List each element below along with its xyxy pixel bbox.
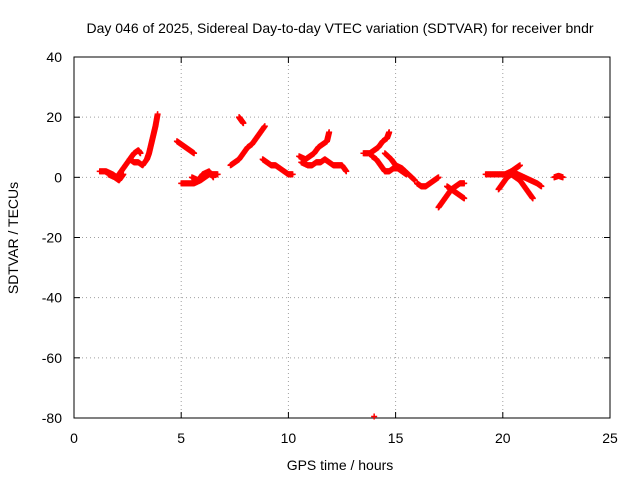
chart-title: Day 046 of 2025, Sidereal Day-to-day VTE…	[86, 20, 593, 36]
y-axis-label: SDTVAR / TECUs	[5, 182, 21, 294]
data-point	[529, 195, 536, 202]
data-point	[461, 180, 468, 187]
data-point	[435, 174, 442, 181]
x-tick-label: 25	[602, 430, 618, 446]
axis-ticks	[73, 56, 611, 419]
y-tick-label: -80	[42, 410, 62, 426]
data-point	[461, 195, 468, 202]
data-point	[386, 129, 393, 136]
y-tick-labels: -80 -60 -40 -20 0 20 40	[42, 49, 62, 426]
data-point	[210, 174, 217, 181]
data-point	[154, 111, 161, 118]
data-point	[261, 123, 268, 130]
data-point	[289, 171, 296, 178]
x-tick-label: 0	[70, 430, 78, 446]
x-tick-label: 20	[495, 430, 511, 446]
data-point	[120, 171, 127, 178]
data-point	[191, 150, 198, 157]
data-points	[96, 111, 566, 420]
data-point	[326, 129, 333, 136]
data-point	[516, 162, 523, 169]
data-point	[137, 150, 144, 157]
grid-lines	[74, 57, 610, 418]
data-point	[214, 171, 221, 178]
data-point	[411, 177, 418, 184]
y-tick-label: 0	[54, 169, 62, 185]
y-tick-label: -40	[42, 290, 62, 306]
x-tick-label: 5	[177, 430, 185, 446]
x-tick-labels: 0 5 10 15 20 25	[70, 430, 618, 446]
y-tick-label: 20	[46, 109, 62, 125]
y-tick-label: -60	[42, 350, 62, 366]
data-point	[559, 174, 566, 181]
data-point	[538, 183, 545, 190]
y-tick-label: 40	[46, 49, 62, 65]
x-axis-label: GPS time / hours	[287, 457, 394, 473]
x-tick-label: 15	[388, 430, 404, 446]
y-tick-label: -20	[42, 230, 62, 246]
data-point	[343, 168, 350, 175]
data-point	[240, 120, 247, 127]
x-tick-label: 10	[281, 430, 297, 446]
data-point	[371, 413, 378, 420]
